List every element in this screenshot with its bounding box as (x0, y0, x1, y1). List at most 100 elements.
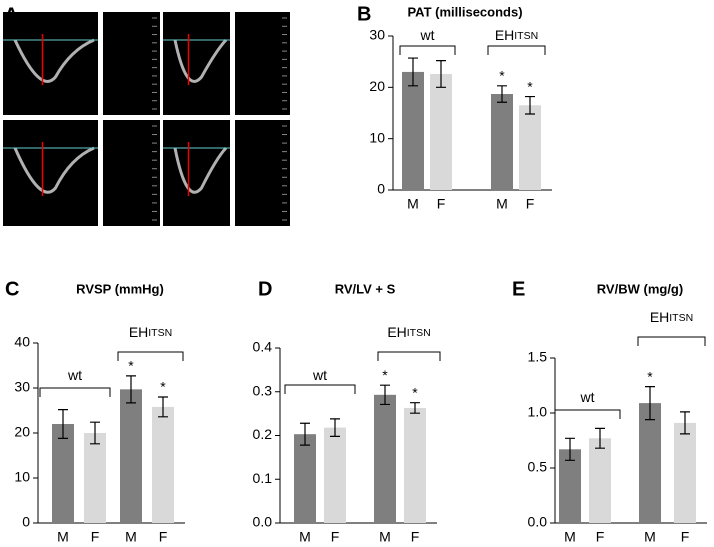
group-label: wt (67, 367, 82, 383)
y-tick-label: 0.0 (253, 514, 273, 530)
significance-mark: * (128, 358, 134, 374)
group-label-sub: ITSN (514, 30, 538, 42)
scale-tick-label: 0 (123, 36, 127, 43)
group-label: wt (312, 367, 327, 383)
x-tick-label: F (331, 529, 340, 545)
y-tick-label: 0 (377, 181, 385, 197)
ultrasound-image (163, 12, 230, 115)
bar (674, 422, 696, 523)
scale-title: Velocity mm/ second (238, 130, 244, 185)
bar (491, 94, 513, 190)
error-bar (410, 402, 420, 414)
error-bar (680, 411, 690, 435)
group-bracket (399, 45, 456, 55)
x-tick-label: F (596, 529, 605, 545)
y-tick-label: 1.5 (528, 349, 548, 365)
group-bracket (554, 409, 621, 419)
error-bar (90, 421, 100, 445)
image-caption: M-Ctrl (6, 97, 39, 111)
bar (519, 105, 541, 190)
doppler-trace (13, 146, 95, 194)
y-tick-label: 0.1 (253, 470, 273, 486)
image-caption-sub: ITSN (37, 210, 58, 220)
bar (120, 389, 142, 523)
chart-title: RV/LV + S (335, 281, 396, 296)
error-bar (565, 437, 575, 461)
group-label-main: wt (312, 367, 327, 383)
y-tick-label: 10 (369, 129, 385, 145)
y-tick-label: 0.0 (528, 514, 548, 530)
group-label: wt (580, 389, 595, 405)
group-bracket (284, 384, 356, 394)
y-tick-label: 20 (14, 424, 30, 440)
panel-label: D (258, 278, 272, 300)
group-label-main: EH (387, 324, 406, 340)
chart-title: RVSP (mmHg) (76, 281, 164, 296)
doppler-trace (13, 38, 95, 83)
scale-strip (103, 12, 160, 115)
scale-tick-label: -500 (250, 69, 264, 76)
scale-tick-label: -500 (250, 177, 264, 184)
pat-time: T=12.50 milliseconds (165, 129, 222, 135)
scale-strip (235, 120, 290, 226)
scale-title: Velocity mm/ second (106, 21, 112, 76)
y-tick-label: 0.3 (253, 382, 273, 398)
scale-tick-label: 0 (255, 144, 259, 151)
image-caption-main: F-EH (166, 208, 194, 222)
scale-strip (235, 12, 290, 115)
group-bracket (39, 387, 111, 397)
scale-title: Velocity mm/ second (106, 130, 112, 185)
x-tick-label: M (125, 529, 137, 545)
error-bar (58, 409, 68, 439)
doppler-trace (173, 38, 228, 83)
doppler-trace (173, 146, 228, 194)
bar (152, 406, 174, 523)
error-bar (525, 95, 535, 115)
significance-mark: * (160, 379, 166, 395)
y-tick-label: 30 (369, 27, 385, 43)
group-bracket (637, 336, 706, 346)
image-caption-main: M-EH (6, 208, 37, 222)
significance-mark: * (647, 368, 653, 384)
error-bar (436, 60, 446, 88)
y-tick-label: 10 (14, 469, 30, 485)
ultrasound-image (3, 12, 98, 115)
x-tick-label: M (564, 529, 576, 545)
ultrasound-image (163, 120, 230, 226)
bar (559, 449, 581, 523)
scale-tick-label: -962 (250, 104, 264, 111)
scale-tick-label: 265 (119, 17, 131, 24)
x-tick-label: F (159, 529, 168, 545)
group-label-main: EH (129, 324, 148, 340)
group-label: EHITSN (495, 27, 538, 43)
group-label-main: wt (580, 389, 595, 405)
significance-mark: * (499, 67, 505, 83)
significance-mark: * (412, 384, 418, 400)
scale-tick-label: -500 (118, 69, 132, 76)
x-tick-label: M (407, 196, 419, 212)
error-bar (126, 375, 136, 404)
bar (589, 438, 611, 523)
scale-tick-label: -966 (250, 215, 264, 222)
image-caption-sub: ITSN (194, 210, 215, 220)
bar (84, 433, 106, 523)
pat-label: PAT: (46, 15, 58, 21)
pat-time: T=15.00 milliseconds (5, 129, 62, 135)
scale-tick-label: 242 (251, 125, 263, 132)
y-tick-label: 0 (22, 514, 30, 530)
group-label: wt (420, 27, 435, 43)
chart-title: RV/BW (mg/g) (597, 281, 683, 296)
group-label-main: wt (67, 367, 82, 383)
group-bracket (117, 351, 184, 361)
bar (430, 73, 452, 190)
image-caption-main: F-Ctrl (166, 97, 196, 111)
x-tick-label: F (681, 529, 690, 545)
bar (324, 427, 346, 523)
x-tick-label: M (496, 196, 508, 212)
x-tick-label: M (299, 529, 311, 545)
image-caption: F-EHITSN (166, 208, 215, 222)
scale-tick-label: 241 (251, 17, 263, 24)
scale-tick-label: -500 (118, 177, 132, 184)
scale-tick-label: 0 (255, 36, 259, 43)
